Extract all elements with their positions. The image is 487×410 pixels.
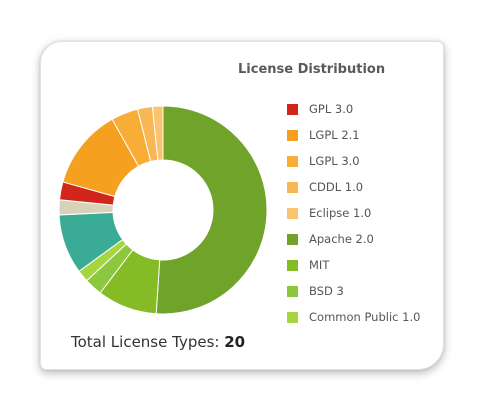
donut-slice[interactable]	[151, 105, 164, 161]
legend-swatch	[287, 103, 298, 115]
legend-swatch	[287, 259, 298, 271]
legend-swatch	[287, 311, 298, 323]
legend-item[interactable]: Apache 2.0	[287, 226, 437, 252]
total-license-types: Total License Types: 20	[71, 333, 245, 351]
legend-swatch	[287, 285, 298, 297]
legend-item[interactable]: LGPL 3.0	[287, 148, 437, 174]
legend-label: LGPL 2.1	[309, 128, 360, 142]
legend-label: Eclipse 1.0	[309, 206, 372, 220]
legend-swatch	[287, 207, 298, 219]
legend-swatch	[287, 233, 298, 245]
legend-swatch	[287, 129, 298, 141]
legend-item[interactable]: LGPL 2.1	[287, 122, 437, 148]
legend-item[interactable]: MIT	[287, 252, 437, 278]
legend-item[interactable]: GPL 3.0	[287, 96, 437, 122]
legend-swatch	[287, 155, 298, 167]
chart-title: License Distribution	[238, 62, 386, 77]
legend-label: Common Public 1.0	[309, 310, 421, 324]
total-count: 20	[224, 333, 246, 351]
chart-legend: GPL 3.0 LGPL 2.1 LGPL 3.0 CDDL 1.0 Eclipse 1…	[287, 96, 437, 330]
legend-label: MIT	[309, 258, 330, 272]
legend-item[interactable]: CDDL 1.0	[287, 174, 437, 200]
legend-swatch	[287, 181, 298, 193]
legend-label: CDDL 1.0	[309, 180, 364, 194]
legend-label: BSD 3	[309, 284, 344, 298]
legend-item[interactable]: BSD 3	[287, 278, 437, 304]
legend-item[interactable]: Eclipse 1.0	[287, 200, 437, 226]
legend-item[interactable]: Common Public 1.0	[287, 304, 437, 330]
legend-label: LGPL 3.0	[309, 154, 360, 168]
legend-label: Apache 2.0	[309, 232, 374, 246]
total-label: Total License Types:	[71, 333, 220, 351]
legend-label: GPL 3.0	[309, 102, 354, 116]
donut-slice[interactable]	[155, 105, 268, 315]
